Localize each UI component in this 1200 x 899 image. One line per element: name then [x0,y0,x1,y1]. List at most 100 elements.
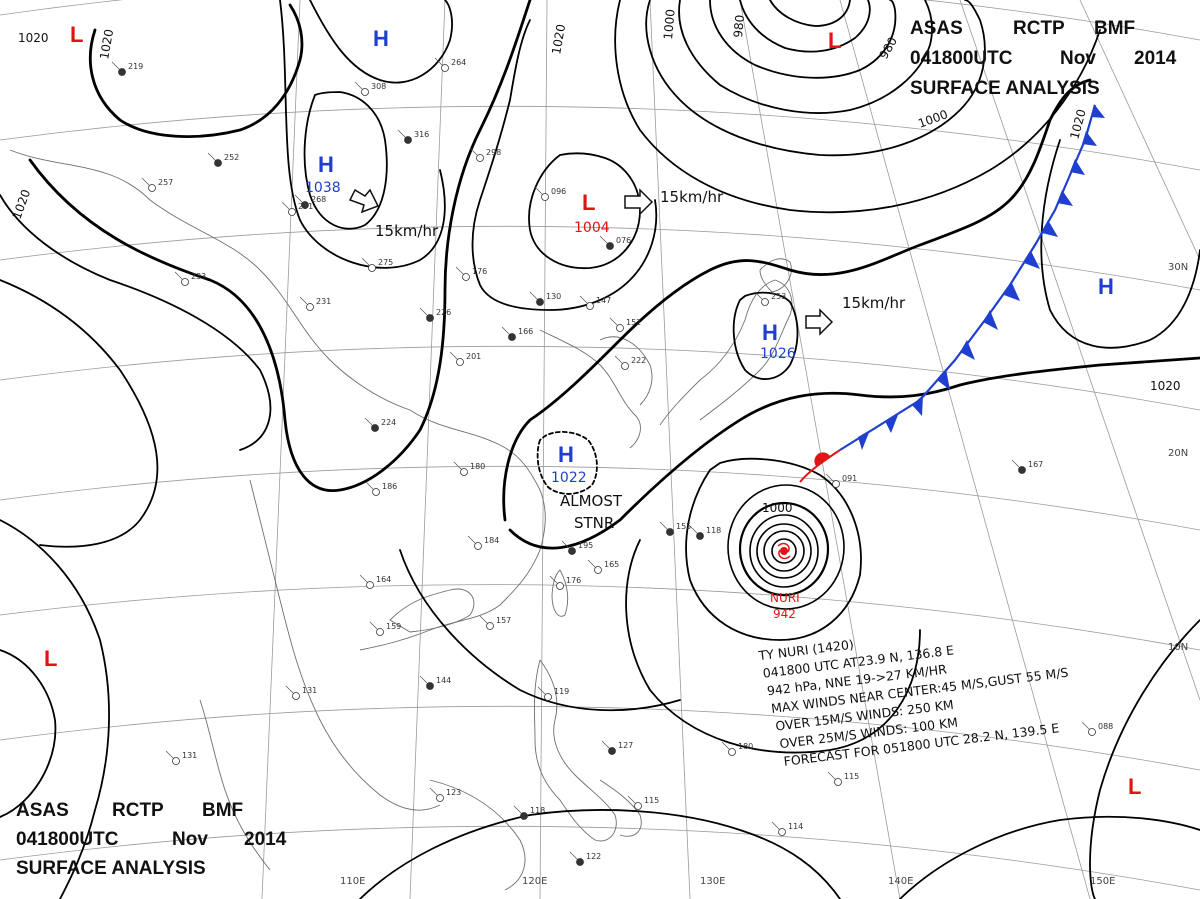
station-value: 118 [530,806,545,815]
station-dot [536,298,544,306]
svg-text:ASAS: ASAS [16,800,69,821]
station-value: 257 [158,178,173,187]
station-dot [456,358,464,366]
station-plot: 115 [827,771,859,786]
station-value: 123 [446,788,461,797]
station-plot: 180 [721,741,753,756]
svg-text:ASAS: ASAS [910,18,963,39]
station-value: 166 [518,327,533,336]
station-plot: 130 [529,291,561,306]
station-dot [556,582,564,590]
station-dot [1018,466,1026,474]
station-plot: 118 [513,805,545,820]
station-value: 233 [191,272,206,281]
station-plot: 233 [174,271,206,286]
station-value: 088 [1098,722,1113,731]
stationary-note: ALMOST STNR [560,492,623,532]
station-plot: 184 [467,535,499,550]
station-dot [436,794,444,802]
station-value: 131 [182,751,197,760]
lon-label: 130E [700,876,725,887]
typhoon-name: NURI [770,591,800,605]
svg-text:SURFACE ANALYSIS: SURFACE ANALYSIS [910,78,1100,99]
station-plot: 253 [754,291,786,306]
station-dot [666,528,674,536]
station-plot: 268 [294,194,326,209]
station-plot: 123 [429,787,461,802]
svg-text:15km/hr: 15km/hr [660,188,724,206]
station-plot: 186 [365,481,397,496]
station-value: 127 [618,741,633,750]
low-center: L [828,28,841,53]
svg-text:2014: 2014 [1134,48,1177,69]
motion-arrow: 15km/hr [805,294,906,336]
isobar-label: 1020 [10,188,34,221]
station-plot: 088 [1081,721,1113,736]
svg-text:15km/hr: 15km/hr [842,294,906,312]
isobar-label: 1020 [97,28,116,61]
station-plot: 166 [501,326,533,341]
station-dot [606,242,614,250]
svg-text:RCTP: RCTP [1013,18,1065,39]
lon-label: 140E [888,876,913,887]
station-dot [301,201,309,209]
station-plots: 2193082643162982912682752572522332312262… [111,57,1113,866]
cold-front [799,104,1105,483]
station-value: 115 [844,772,859,781]
svg-text:041800UTC: 041800UTC [910,48,1013,69]
high-center: H [558,442,574,467]
station-dot [474,542,482,550]
station-dot [520,812,528,820]
station-value: 076 [616,236,631,245]
station-value: 119 [554,687,569,696]
station-dot [306,303,314,311]
station-dot [214,159,222,167]
typhoon-labels: NURI 942 [770,591,800,621]
station-plot: 131 [165,750,197,765]
low-center: L [44,646,57,671]
station-plot: 252 [207,152,239,167]
station-value: 157 [496,616,511,625]
station-dot [366,581,374,589]
station-dot [118,68,126,76]
station-plot: 180 [453,461,485,476]
station-dot [441,64,449,72]
station-plot: 157 [479,615,511,630]
station-plot: 127 [601,740,633,755]
isobar-label: 1000 [762,501,793,515]
station-dot [568,547,576,555]
station-dot [594,566,602,574]
svg-text:STNR: STNR [574,514,614,532]
station-dot [508,333,516,341]
station-dot [761,298,769,306]
station-value: 115 [644,796,659,805]
lon-label: 120E [522,876,547,887]
station-value: 122 [586,852,601,861]
low-center: L [1128,774,1141,799]
lon-label: 150E [1090,876,1115,887]
station-value: 298 [486,148,501,157]
station-value: 152 [626,318,641,327]
station-dot [148,184,156,192]
low-value: 1004 [574,220,610,236]
low-center: L [70,22,83,47]
station-plot: 147 [579,295,611,310]
svg-text:ALMOST: ALMOST [560,492,623,510]
station-value: 176 [472,267,487,276]
station-value: 308 [371,82,386,91]
svg-text:Nov: Nov [172,829,208,850]
station-value: 096 [551,187,566,196]
station-plot: 224 [364,417,396,432]
station-value: 316 [414,130,429,139]
isobar-label: 1020 [549,23,568,56]
station-value: 264 [451,58,466,67]
station-value: 231 [316,297,331,306]
station-value: 268 [311,195,326,204]
station-dot [586,302,594,310]
station-plot: 176 [549,575,581,590]
high-value: 1022 [551,470,587,486]
station-dot [621,362,629,370]
station-plot: 308 [354,81,386,96]
